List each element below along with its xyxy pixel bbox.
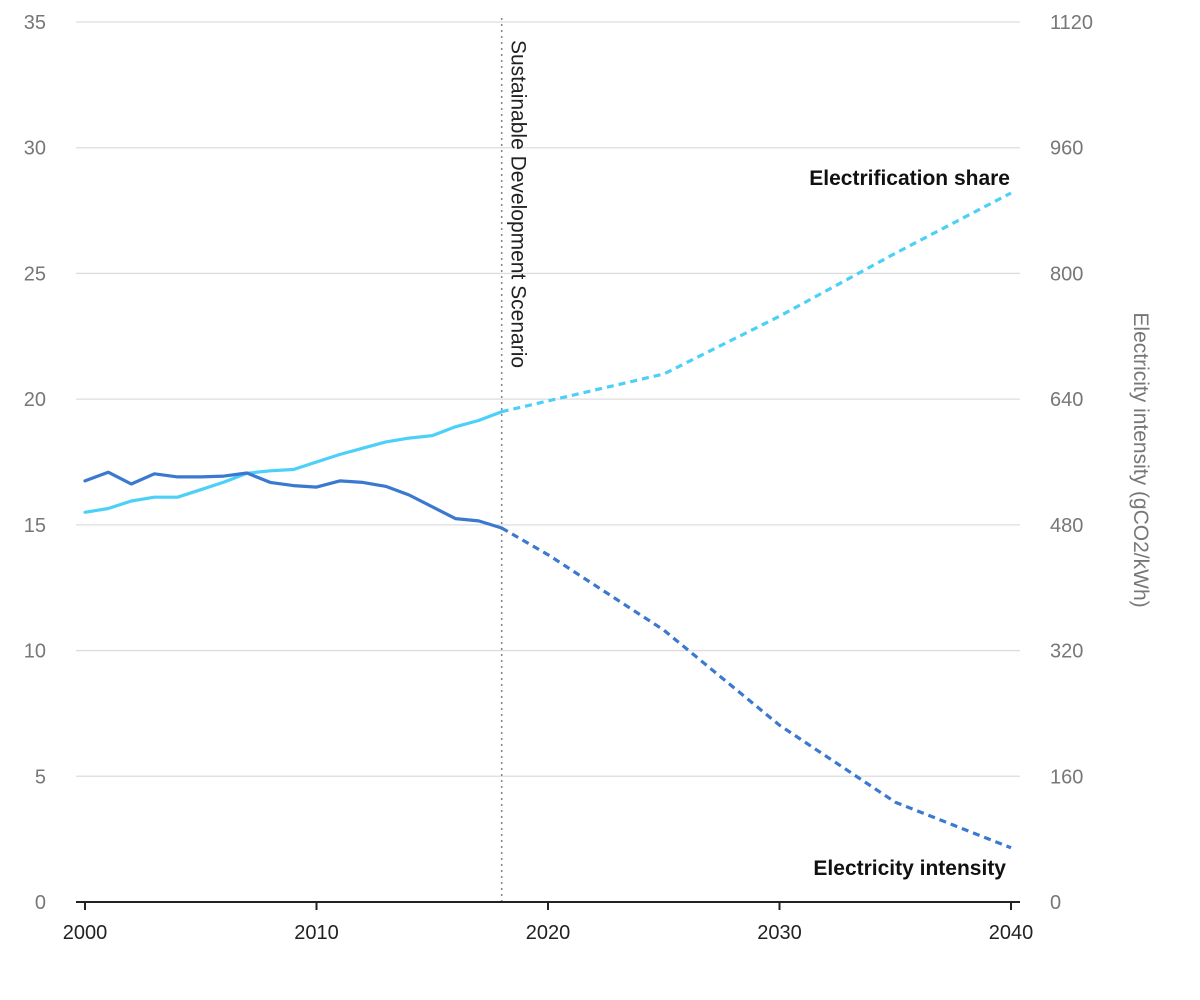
x-tick-label: 2030	[757, 922, 802, 944]
left-tick-label: 15	[24, 515, 46, 537]
right-tick-label: 0	[1050, 892, 1061, 914]
left-tick-label: 25	[24, 263, 46, 285]
right-tick-label: 960	[1050, 138, 1083, 160]
left-tick-label: 0	[35, 892, 46, 914]
x-tick-label: 2040	[989, 922, 1034, 944]
right-tick-label: 640	[1050, 389, 1083, 411]
right-tick-label: 480	[1050, 515, 1083, 537]
x-tick-label: 2000	[63, 922, 108, 944]
electricity-intensity-historical-line	[83, 470, 504, 530]
left-tick-label: 30	[24, 138, 46, 160]
gridlines	[76, 21, 1020, 777]
axes: 0 5 10 15 20 25 30 35 0 160 320 480 640 800 960 1120 200…	[24, 12, 1093, 944]
electricity-intensity-projection-line	[500, 526, 1012, 850]
series-lines	[83, 191, 1012, 850]
left-tick-label: 10	[24, 641, 46, 663]
right-axis-title: Electricity intensity (gCO2/kWh)	[1129, 312, 1152, 607]
left-tick-label: 20	[24, 389, 46, 411]
electricity-intensity-label: Electricity intensity	[813, 857, 1006, 880]
right-tick-label: 160	[1050, 766, 1083, 788]
scenario-label: Sustainable Development Scenario	[507, 40, 530, 368]
left-tick-label: 35	[24, 12, 46, 34]
x-tick-label: 2010	[294, 922, 339, 944]
left-tick-label: 5	[35, 766, 46, 788]
right-tick-label: 800	[1050, 263, 1083, 285]
x-tick-label: 2020	[526, 922, 571, 944]
electrification-share-label: Electrification share	[809, 167, 1010, 190]
right-tick-label: 320	[1050, 641, 1083, 663]
electrification-share-historical-line	[83, 410, 504, 514]
electrification-share-projection-line	[501, 191, 1012, 414]
right-tick-label: 1120	[1050, 12, 1093, 34]
scenario-annotation: Sustainable Development Scenario	[500, 18, 530, 902]
